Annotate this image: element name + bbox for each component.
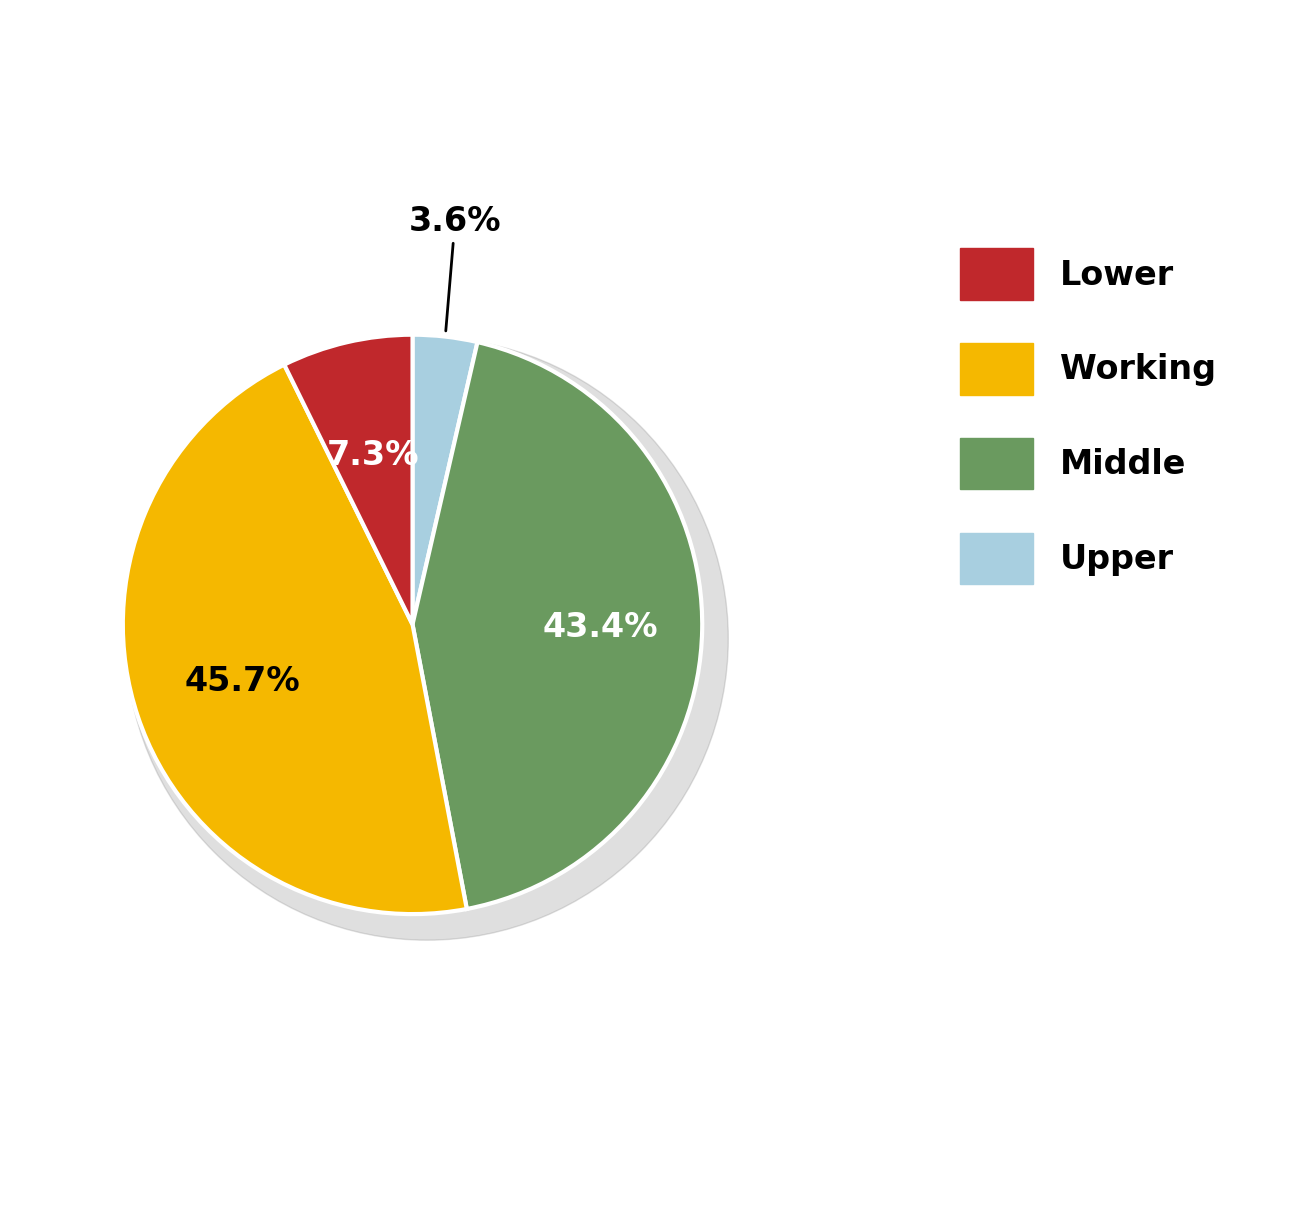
Legend: Lower, Working, Middle, Upper: Lower, Working, Middle, Upper bbox=[947, 235, 1230, 597]
Wedge shape bbox=[123, 365, 467, 914]
Text: 3.6%: 3.6% bbox=[409, 205, 501, 331]
Text: 7.3%: 7.3% bbox=[327, 438, 420, 472]
Circle shape bbox=[126, 338, 729, 940]
Text: 43.4%: 43.4% bbox=[543, 612, 658, 645]
Text: 45.7%: 45.7% bbox=[184, 665, 300, 698]
Wedge shape bbox=[412, 342, 702, 909]
Wedge shape bbox=[412, 334, 477, 624]
Wedge shape bbox=[284, 334, 412, 624]
